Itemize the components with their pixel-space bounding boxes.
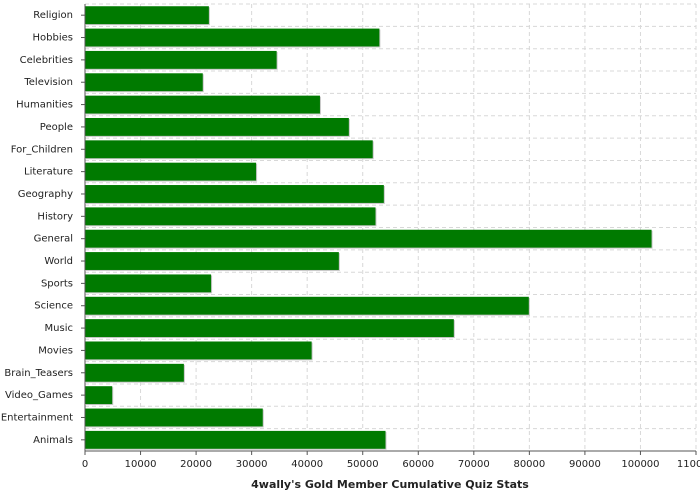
y-tick-label: Religion xyxy=(33,10,73,21)
x-tick-label: 50000 xyxy=(347,459,379,470)
x-tick-label: 90000 xyxy=(569,459,601,470)
y-tick-label: Geography xyxy=(18,189,73,200)
bar xyxy=(85,28,380,47)
x-tick-label: 60000 xyxy=(402,459,434,470)
bar xyxy=(85,430,386,449)
x-tick-label: 100000 xyxy=(621,459,659,470)
bar xyxy=(85,274,212,293)
bar xyxy=(85,319,454,338)
y-tick-label: Humanities xyxy=(16,100,73,111)
y-tick-label: Sports xyxy=(41,278,73,289)
y-tick-label: Animals xyxy=(33,435,73,446)
bar xyxy=(85,252,339,270)
x-tick-label: 10000 xyxy=(125,459,157,470)
y-tick-label: History xyxy=(37,211,73,222)
x-tick-label: 80000 xyxy=(513,459,545,470)
bar xyxy=(85,185,384,203)
y-tick-label: Hobbies xyxy=(33,33,73,44)
x-tick-label: 70000 xyxy=(458,459,490,470)
y-tick-label: General xyxy=(34,234,73,245)
x-tick-label: 30000 xyxy=(236,459,268,470)
bar xyxy=(85,386,113,405)
bar xyxy=(85,6,209,25)
bar xyxy=(85,296,529,315)
x-tick-label: 20000 xyxy=(180,459,212,470)
bar xyxy=(85,140,373,159)
y-tick-label: Celebrities xyxy=(20,55,73,66)
bar xyxy=(85,50,277,69)
x-tick-label: 0 xyxy=(82,459,88,470)
bar xyxy=(85,229,652,248)
bar xyxy=(85,162,257,181)
bar xyxy=(85,363,184,382)
y-tick-label: For_Children xyxy=(11,144,73,155)
bar xyxy=(85,408,263,427)
bar xyxy=(85,95,320,114)
bar xyxy=(85,207,376,226)
x-tick-label: 110000 xyxy=(677,459,700,470)
y-tick-label: Movies xyxy=(38,345,73,356)
y-tick-label: Television xyxy=(23,77,73,88)
bar xyxy=(85,341,312,360)
bar xyxy=(85,117,349,136)
y-tick-label: People xyxy=(40,122,73,133)
y-tick-label: Entertainment xyxy=(1,412,73,423)
chart-title: 4wally's Gold Member Cumulative Quiz Sta… xyxy=(251,478,529,491)
y-tick-label: Brain_Teasers xyxy=(4,368,73,379)
y-tick-label: Science xyxy=(34,301,73,312)
y-tick-label: World xyxy=(44,256,73,267)
y-tick-label: Literature xyxy=(24,167,73,178)
y-tick-label: Video_Games xyxy=(5,390,73,401)
bar xyxy=(85,73,203,92)
x-tick-label: 40000 xyxy=(291,459,323,470)
y-tick-label: Music xyxy=(45,323,73,334)
